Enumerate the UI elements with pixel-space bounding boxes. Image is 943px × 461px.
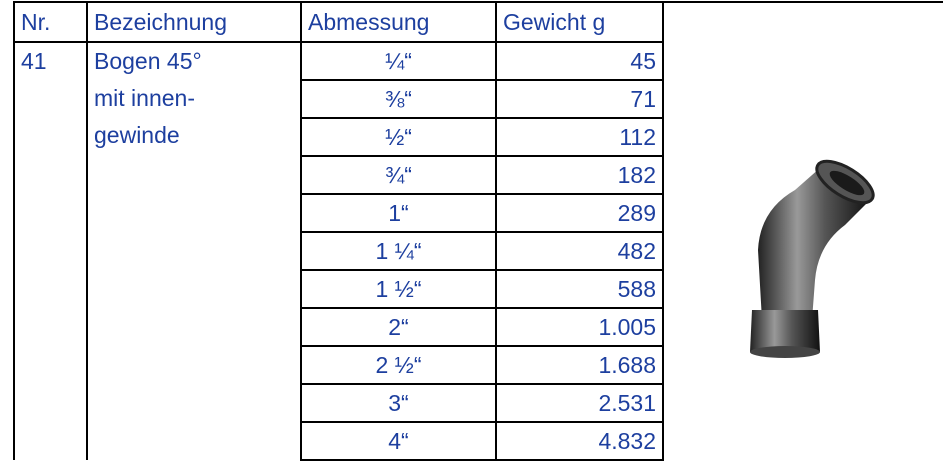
- top-border: [662, 1, 943, 3]
- weight-cell: 45: [496, 42, 663, 80]
- size-cell: 1 ¼“: [301, 232, 496, 270]
- size-cell: ½“: [301, 118, 496, 156]
- page: {"table": { "header": ["Nr.", "Bezeichnu…: [0, 0, 943, 461]
- size-cell: 2 ½“: [301, 346, 496, 384]
- header-cell: Abmessung: [301, 2, 496, 42]
- item-number: 41: [14, 42, 87, 460]
- size-cell: 3“: [301, 384, 496, 422]
- weight-cell: 112: [496, 118, 663, 156]
- size-cell: 4“: [301, 422, 496, 460]
- weight-cell: 182: [496, 156, 663, 194]
- header-cell: Gewicht g: [496, 2, 663, 42]
- description-line: mit innen-: [94, 80, 294, 117]
- header-cell: Nr.: [14, 2, 87, 42]
- size-cell: 1“: [301, 194, 496, 232]
- weight-cell: 1.688: [496, 346, 663, 384]
- size-cell: 2“: [301, 308, 496, 346]
- size-cell: ¼“: [301, 42, 496, 80]
- header-cell: Bezeichnung: [87, 2, 301, 42]
- size-cell: ⅜“: [301, 80, 496, 118]
- weight-cell: 4.832: [496, 422, 663, 460]
- weight-cell: 289: [496, 194, 663, 232]
- weight-cell: 71: [496, 80, 663, 118]
- item-description: Bogen 45°mit innen-gewinde: [87, 42, 301, 460]
- weight-cell: 2.531: [496, 384, 663, 422]
- size-cell: ¾“: [301, 156, 496, 194]
- weight-cell: 588: [496, 270, 663, 308]
- size-cell: 1 ½“: [301, 270, 496, 308]
- product-image: [700, 130, 900, 370]
- weight-cell: 482: [496, 232, 663, 270]
- description-line: gewinde: [94, 117, 294, 154]
- weight-cell: 1.005: [496, 308, 663, 346]
- description-line: Bogen 45°: [94, 43, 294, 80]
